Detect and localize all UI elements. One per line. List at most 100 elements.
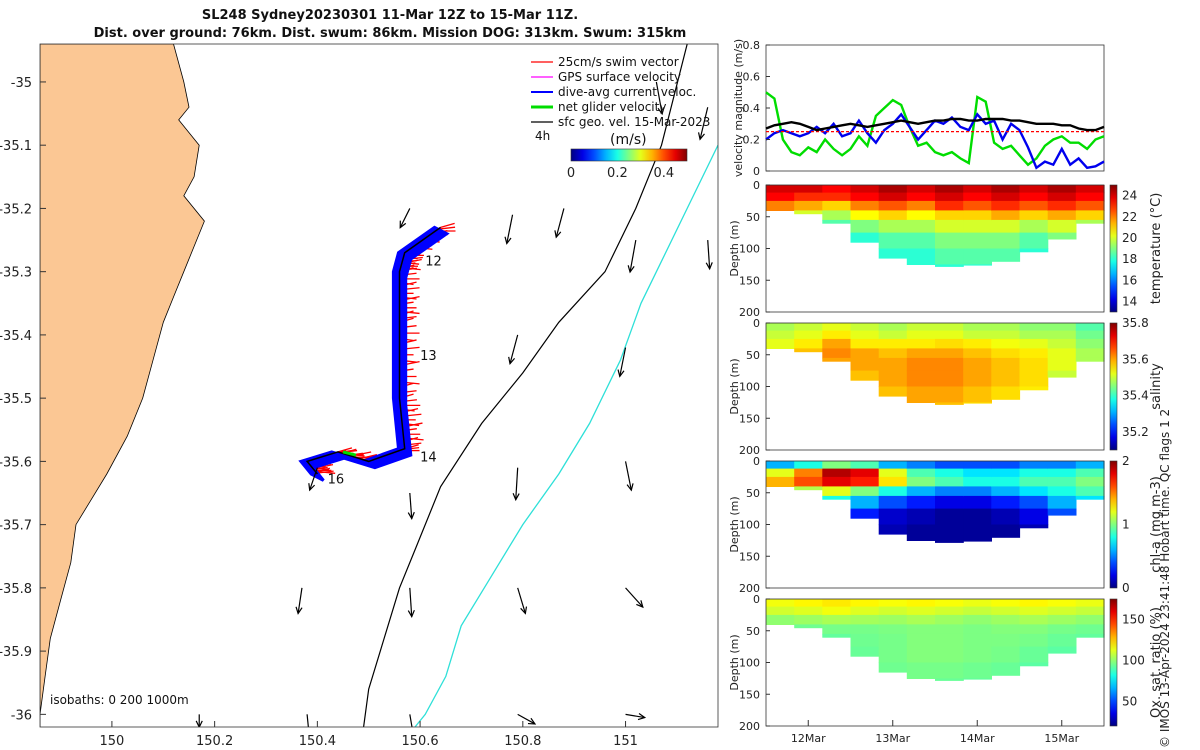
section-cell	[906, 192, 936, 202]
section-cell	[906, 348, 936, 359]
section-y-tick-label: 200	[739, 720, 760, 733]
section-cell	[906, 495, 936, 510]
section-cell	[935, 486, 964, 497]
section-cell	[1047, 232, 1077, 240]
section-cell	[1019, 468, 1049, 478]
section-cell	[1075, 599, 1105, 608]
section-cell	[1075, 624, 1105, 635]
section-cell	[794, 192, 823, 202]
section-y-tick-label: 200	[739, 306, 760, 319]
section-cell	[850, 210, 880, 221]
section-cell	[794, 323, 823, 332]
section-cell	[878, 219, 908, 234]
section-cell	[935, 495, 964, 510]
section-cell	[906, 662, 936, 679]
track-day-label: 14	[420, 450, 437, 465]
section-colorbar-label: chl-a (mg m-3)	[1149, 476, 1164, 573]
velocity-series-line	[765, 117, 1105, 132]
section-cell	[794, 200, 823, 211]
section-cell	[878, 508, 908, 526]
section-cell	[878, 662, 908, 673]
current-vector-head	[697, 132, 705, 141]
current-vector-arrow	[509, 334, 519, 364]
section-cell	[850, 323, 880, 332]
section-cell	[878, 185, 908, 194]
colorbar-tick-label: 0.2	[607, 166, 628, 181]
current-vector-head	[617, 369, 625, 378]
section-cell	[850, 185, 880, 194]
section-cell	[1019, 646, 1049, 664]
section-cell	[850, 192, 880, 202]
section-cell	[1075, 614, 1105, 625]
section-cell	[963, 210, 992, 221]
section-cell	[906, 614, 936, 625]
section-cell	[935, 524, 964, 541]
swim-vector	[437, 226, 456, 230]
section-y-tick-label: 0	[753, 317, 760, 330]
section-cell	[1019, 633, 1049, 648]
section-cell	[963, 219, 992, 234]
section-cell	[1075, 185, 1105, 194]
section-cell	[1047, 468, 1077, 478]
section-cell	[991, 508, 1021, 526]
section-colorbar-label: salinity	[1149, 363, 1164, 410]
track-day-label: 12	[425, 254, 442, 269]
current-vector-arrow	[409, 714, 413, 727]
section-cell	[906, 219, 936, 234]
section-cell	[1047, 348, 1077, 359]
section-cell	[822, 614, 852, 625]
velocity-y-axis-label: velocity magnitude (m/s)	[732, 39, 745, 177]
section-y-tick-label: 100	[739, 243, 760, 256]
current-vector-head	[520, 606, 528, 615]
section-colorbar-tick-label: 100	[1122, 653, 1145, 667]
section-cell	[991, 192, 1021, 202]
section-colorbar-tick-label: 35.4	[1122, 389, 1149, 403]
current-vector-head	[554, 230, 562, 239]
map-x-tick-label: 150.8	[504, 734, 541, 749]
section-cell	[766, 338, 795, 349]
current-vector-arrow	[619, 347, 627, 377]
section-cell	[1019, 210, 1049, 221]
section-cell	[850, 624, 880, 635]
section-cell	[963, 678, 992, 680]
section-colorbar-tick-label: 14	[1122, 294, 1137, 308]
section-y-tick-label: 0	[753, 593, 760, 606]
section-cell	[822, 210, 852, 221]
section-cell	[935, 614, 964, 625]
section-cell	[963, 646, 992, 664]
section-cell	[878, 461, 908, 470]
section-cell	[906, 232, 936, 250]
section-y-tick-label: 50	[746, 211, 760, 224]
section-cell	[963, 386, 992, 403]
current-vector-arrow	[515, 467, 519, 500]
section-cell	[1019, 662, 1049, 667]
current-vector-head	[657, 107, 665, 116]
map-y-tick-label: -35.2	[0, 202, 32, 217]
section-cell	[1019, 614, 1049, 625]
section-cell	[850, 476, 880, 487]
legend-extra-label: 4h	[535, 129, 550, 143]
section-cell	[850, 338, 880, 349]
map-y-tick-label: -35	[11, 76, 32, 91]
section-cell	[878, 386, 908, 397]
map-y-tick-label: -35.4	[0, 329, 32, 344]
section-cell	[991, 614, 1021, 625]
section-colorbar-tick-label: 2	[1122, 454, 1130, 468]
map-plot-area: 12 13 14 16	[40, 44, 718, 727]
section-cell	[822, 330, 852, 340]
current-vector-arrow	[297, 587, 303, 614]
section-cell	[935, 357, 964, 372]
map-x-tick-label: 150.2	[196, 734, 233, 749]
vel-y-tick-label: 0.4	[743, 102, 761, 115]
section-cell	[935, 185, 964, 194]
section-cell	[935, 662, 964, 679]
axes: 150 150.2 150.4 150.6 150.8 151 -35 -35.1 -35.2 -…	[0, 43, 1080, 749]
section-cell	[906, 599, 936, 608]
current-vector-head	[195, 720, 203, 727]
section-cell	[906, 210, 936, 221]
section-cell	[991, 461, 1021, 470]
section-cell	[906, 370, 936, 388]
section-cell	[935, 468, 964, 478]
section-cell	[766, 599, 795, 608]
